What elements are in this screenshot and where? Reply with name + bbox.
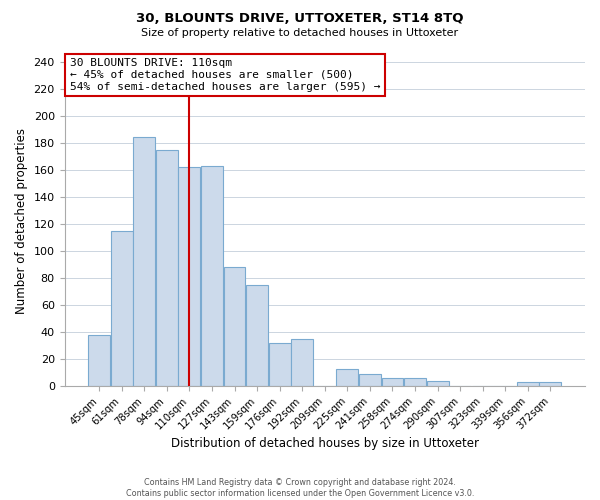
- Bar: [269, 343, 290, 386]
- X-axis label: Distribution of detached houses by size in Uttoxeter: Distribution of detached houses by size …: [171, 437, 479, 450]
- Bar: [156, 150, 178, 386]
- Bar: [133, 138, 155, 386]
- Bar: [337, 368, 358, 386]
- Bar: [111, 230, 133, 386]
- Text: Contains HM Land Registry data © Crown copyright and database right 2024.
Contai: Contains HM Land Registry data © Crown c…: [126, 478, 474, 498]
- Bar: [201, 166, 223, 386]
- Bar: [291, 339, 313, 386]
- Text: 30 BLOUNTS DRIVE: 110sqm
← 45% of detached houses are smaller (500)
54% of semi-: 30 BLOUNTS DRIVE: 110sqm ← 45% of detach…: [70, 58, 380, 92]
- Y-axis label: Number of detached properties: Number of detached properties: [15, 128, 28, 314]
- Bar: [427, 380, 449, 386]
- Bar: [404, 378, 426, 386]
- Bar: [88, 334, 110, 386]
- Bar: [517, 382, 539, 386]
- Text: 30, BLOUNTS DRIVE, UTTOXETER, ST14 8TQ: 30, BLOUNTS DRIVE, UTTOXETER, ST14 8TQ: [136, 12, 464, 26]
- Bar: [359, 374, 381, 386]
- Bar: [178, 167, 200, 386]
- Bar: [246, 284, 268, 386]
- Bar: [382, 378, 403, 386]
- Text: Size of property relative to detached houses in Uttoxeter: Size of property relative to detached ho…: [142, 28, 458, 38]
- Bar: [224, 267, 245, 386]
- Bar: [539, 382, 562, 386]
